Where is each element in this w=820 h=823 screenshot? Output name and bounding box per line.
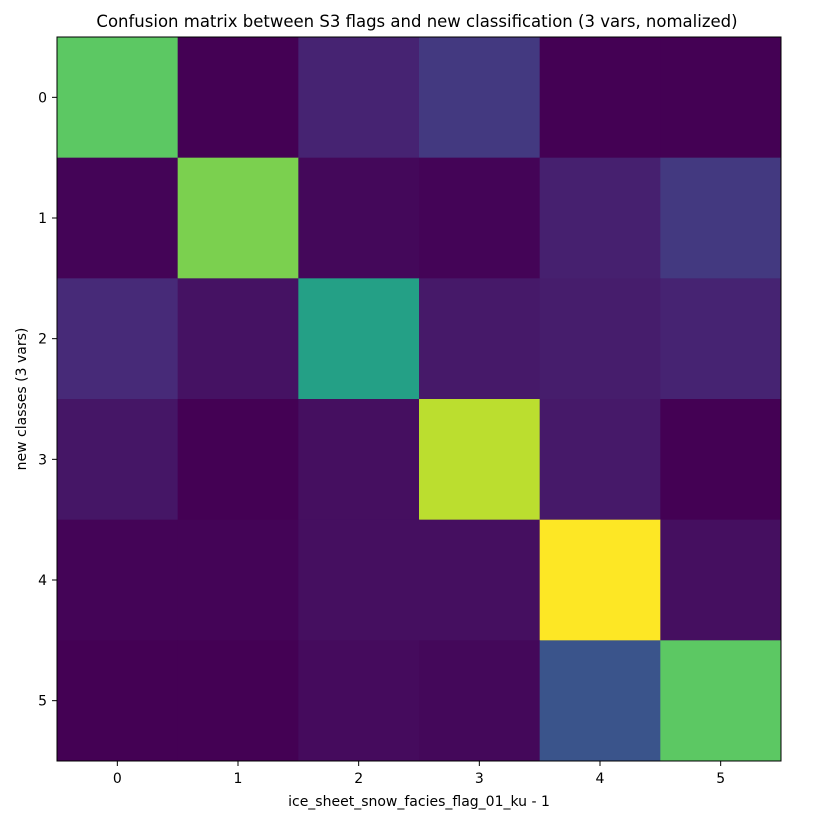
plot-frame	[56, 36, 782, 762]
y-tick-label-0: 0	[38, 90, 47, 106]
heatmap-cell-3-1	[177, 399, 299, 521]
heatmap-cell-3-3	[419, 399, 541, 521]
heatmap-cell-5-2	[298, 640, 420, 762]
heatmap-cell-3-0	[57, 399, 179, 521]
heatmap-cell-2-1	[177, 278, 299, 400]
y-tick-label-4: 4	[38, 573, 47, 589]
x-axis-ticks: 0 1 2 3 4 5	[113, 761, 725, 787]
y-axis-ticks: 0 1 2 3 4 5	[38, 90, 57, 710]
heatmap-cell-0-5	[660, 37, 782, 159]
heatmap-cell-4-2	[298, 519, 420, 641]
x-tick-label-3: 3	[475, 771, 484, 787]
heatmap-cell-0-4	[539, 37, 661, 159]
heatmap-cell-0-2	[298, 37, 420, 159]
heatmap-cell-0-0	[57, 37, 179, 159]
heatmap-cell-5-5	[660, 640, 782, 762]
heatmap-cell-4-1	[177, 519, 299, 641]
x-tick-label-4: 4	[596, 771, 605, 787]
heatmap-cell-4-4	[539, 519, 661, 641]
y-tick-label-5: 5	[38, 694, 47, 710]
heatmap-cell-1-1	[177, 157, 299, 279]
x-axis-label: ice_sheet_snow_facies_flag_01_ku - 1	[288, 794, 550, 810]
heatmap-cell-2-5	[660, 278, 782, 400]
heatmap-cell-0-3	[419, 37, 541, 159]
heatmap-cell-4-5	[660, 519, 782, 641]
heatmap-cell-4-3	[419, 519, 541, 641]
y-tick-label-2: 2	[38, 332, 47, 348]
heatmap-cell-1-5	[660, 157, 782, 279]
x-tick-label-0: 0	[113, 771, 122, 787]
heatmap-cell-1-2	[298, 157, 420, 279]
y-tick-label-1: 1	[38, 211, 47, 227]
heatmap-cell-0-1	[177, 37, 299, 159]
heatmap-cell-5-0	[57, 640, 179, 762]
heatmap-cell-1-3	[419, 157, 541, 279]
heatmap-cell-5-1	[177, 640, 299, 762]
heatmap-cell-3-4	[539, 399, 661, 521]
heatmap-cells	[57, 37, 782, 762]
heatmap-cell-3-2	[298, 399, 420, 521]
heatmap-cell-2-3	[419, 278, 541, 400]
x-tick-label-5: 5	[716, 771, 725, 787]
heatmap-cell-1-0	[57, 157, 179, 279]
heatmap-cell-2-4	[539, 278, 661, 400]
y-axis-label: new classes (3 vars)	[14, 328, 30, 471]
heatmap-cell-4-0	[57, 519, 179, 641]
x-tick-label-2: 2	[354, 771, 363, 787]
heatmap-cell-2-0	[57, 278, 179, 400]
heatmap-cell-1-4	[539, 157, 661, 279]
heatmap-cell-2-2	[298, 278, 420, 400]
heatmap-cell-3-5	[660, 399, 782, 521]
x-tick-label-1: 1	[234, 771, 243, 787]
chart-title: Confusion matrix between S3 flags and ne…	[96, 12, 737, 31]
heatmap-cell-5-3	[419, 640, 541, 762]
y-tick-label-3: 3	[38, 452, 47, 468]
heatmap-cell-5-4	[539, 640, 661, 762]
